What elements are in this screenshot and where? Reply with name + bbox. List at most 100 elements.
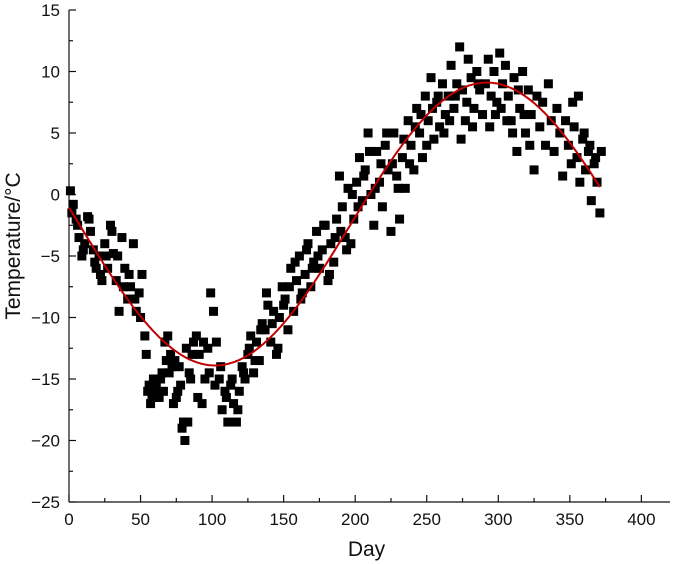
data-point (449, 103, 459, 113)
data-point (518, 67, 528, 76)
data-point (181, 343, 191, 353)
data-point (366, 190, 376, 199)
data-point (217, 405, 227, 415)
data-point (591, 153, 601, 163)
data-point (266, 337, 276, 347)
data-point (191, 331, 201, 341)
data-point (124, 269, 134, 279)
data-point (126, 282, 136, 292)
data-point (147, 392, 157, 402)
data-point (261, 288, 271, 298)
x-tick-label: 100 (198, 510, 226, 529)
data-point (323, 276, 333, 286)
data-point (446, 60, 456, 70)
data-point (140, 331, 150, 341)
data-point (596, 146, 606, 156)
data-point (532, 91, 542, 101)
data-point (239, 368, 249, 378)
data-point (363, 128, 373, 138)
data-point (154, 392, 164, 402)
data-point (229, 399, 239, 409)
data-point (492, 97, 502, 107)
data-point (111, 276, 121, 286)
data-point (455, 42, 465, 52)
data-point (292, 276, 302, 286)
data-point (498, 79, 508, 89)
data-point (360, 165, 370, 175)
data-point (170, 356, 180, 366)
data-point (314, 263, 324, 273)
x-axis-title: Day (348, 538, 386, 561)
data-point (346, 239, 356, 249)
data-point (452, 79, 462, 89)
data-point (423, 116, 433, 126)
data-point (478, 110, 488, 120)
fit-curve-line (68, 81, 601, 367)
data-point (84, 214, 94, 224)
data-point (187, 349, 197, 359)
data-point (393, 183, 403, 193)
data-point (184, 368, 194, 378)
data-point (97, 276, 107, 286)
data-point (409, 165, 419, 175)
data-point (312, 226, 322, 236)
data-point (206, 288, 216, 298)
data-point (365, 146, 374, 156)
data-point (370, 183, 380, 193)
y-tick-label: −10 (31, 309, 60, 328)
data-point (589, 159, 599, 169)
data-point (286, 263, 296, 273)
data-point (80, 239, 90, 249)
x-axis-ticks: 0 50 100 150 200 250 300 350 400 (64, 495, 656, 529)
data-point (269, 306, 279, 316)
data-point (194, 349, 204, 359)
data-point (502, 116, 512, 126)
data-point (250, 356, 260, 366)
data-point (204, 368, 214, 378)
data-point (433, 91, 443, 101)
data-point (166, 349, 176, 359)
data-point (263, 300, 273, 310)
data-point (257, 319, 267, 329)
data-point (88, 245, 98, 255)
data-point (78, 245, 88, 255)
data-point (329, 257, 339, 267)
data-point (303, 239, 313, 249)
data-point (237, 362, 247, 372)
data-point (240, 374, 250, 384)
data-point (340, 233, 350, 243)
data-point (300, 269, 310, 279)
data-point (199, 337, 209, 347)
data-point (65, 186, 75, 196)
data-point (472, 67, 482, 76)
axes (68, 10, 670, 503)
data-point (456, 134, 466, 144)
data-point (529, 165, 539, 175)
data-point (313, 251, 323, 261)
data-point (134, 288, 144, 298)
data-point (566, 159, 576, 169)
data-point (578, 134, 588, 144)
data-point (509, 73, 519, 83)
data-point (137, 269, 147, 279)
data-point (280, 294, 290, 304)
data-point (186, 374, 196, 384)
data-point (541, 140, 551, 150)
y-tick-label: −25 (31, 493, 60, 512)
data-point (128, 239, 138, 249)
data-point (100, 239, 110, 249)
data-point (354, 153, 364, 163)
data-point (197, 399, 207, 409)
data-point (558, 171, 568, 181)
data-point (171, 392, 181, 402)
data-point (117, 233, 127, 243)
data-point (575, 177, 585, 187)
data-point (463, 54, 473, 64)
data-point (417, 153, 427, 163)
data-point (535, 122, 545, 132)
data-point (249, 368, 259, 378)
data-point (376, 159, 386, 169)
data-point (440, 110, 450, 120)
data-point (74, 233, 84, 243)
data-point (552, 103, 562, 113)
